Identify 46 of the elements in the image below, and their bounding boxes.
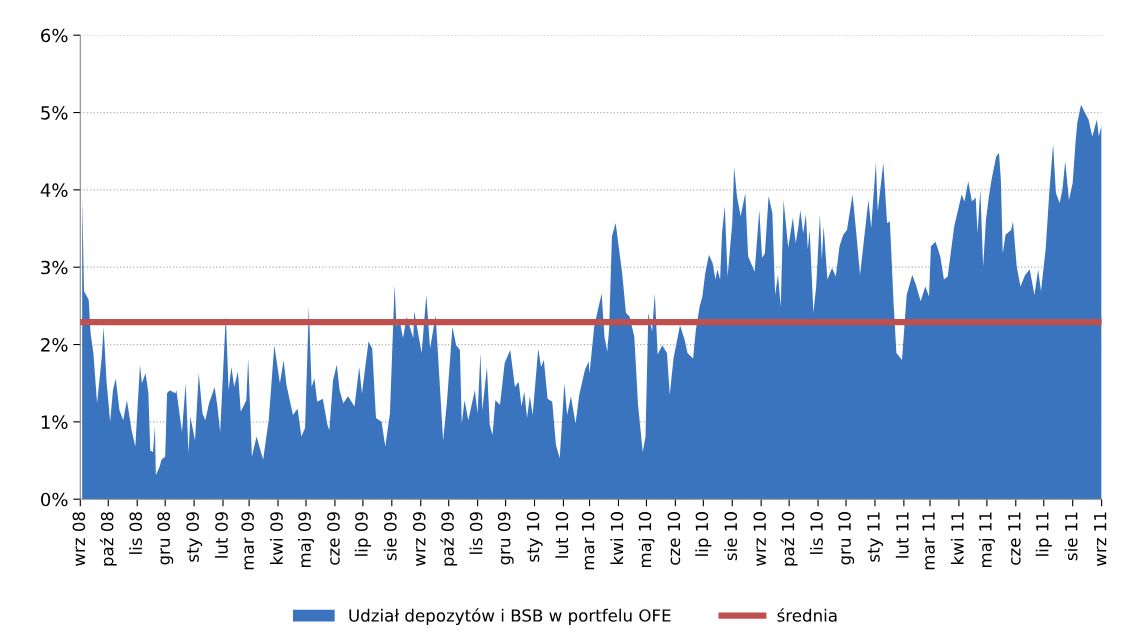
x-tick-label: sty 11 (867, 512, 884, 562)
x-tick-label: sie 10 (724, 512, 738, 561)
y-tick-label: 1% (41, 415, 68, 429)
x-tick-label: lut 11 (895, 512, 909, 558)
y-tick-label: 4% (40, 183, 68, 197)
x-tick-label: sie 09 (383, 512, 397, 561)
x-tick-label: sie 11 (1064, 512, 1078, 561)
x-tick-label: sty 09 (186, 512, 203, 562)
x-tick-label: lis 10 (809, 512, 823, 554)
legend-label: Udział depozytów i BSB w portfelu OFE (349, 608, 671, 625)
x-tick-label: paź 09 (440, 512, 458, 566)
x-tick-label: gru 09 (497, 512, 514, 565)
x-tick-label: wrz 09 (412, 512, 426, 567)
y-tick-label: 6% (41, 28, 68, 43)
x-tick-label: wrz 10 (753, 512, 766, 567)
legend-label: średnia (777, 608, 837, 622)
y-tick-label: 5% (41, 105, 68, 120)
x-tick-label: lip 09 (354, 512, 371, 556)
x-tick-label: wrz 11 (1094, 512, 1107, 567)
x-tick-label: lis 09 (469, 512, 483, 554)
x-tick-label: lut 10 (555, 512, 569, 558)
x-tick-label: sty 10 (526, 512, 543, 562)
x-tick-label: cze 10 (667, 512, 681, 565)
x-tick-label: kwi 09 (269, 512, 283, 564)
x-tick-label: paź 08 (99, 512, 117, 566)
x-tick-label: mar 09 (241, 512, 254, 570)
y-tick-label: 2% (41, 337, 68, 352)
x-tick-label: kwi 10 (610, 512, 624, 564)
x-tick-label: wrz 08 (72, 512, 86, 567)
x-tick-label: mar 11 (922, 512, 935, 570)
x-tick-label: cze 09 (327, 512, 340, 565)
x-tick-label: cze 11 (1008, 512, 1021, 565)
x-tick-label: lut 09 (214, 512, 228, 558)
x-tick-label: lip 10 (695, 512, 712, 556)
x-tick-label: kwi 11 (950, 512, 964, 564)
x-tick-label: gru 08 (157, 512, 174, 565)
x-tick-label: maj 11 (978, 512, 995, 568)
x-tick-label: gru 10 (838, 512, 855, 565)
x-tick-label: lip 11 (1035, 512, 1052, 556)
y-tick-label: 3% (41, 260, 68, 275)
y-tick-label: 0% (41, 492, 68, 507)
x-tick-label: maj 09 (297, 512, 315, 568)
x-tick-label: paź 10 (780, 512, 798, 566)
x-tick-label: maj 10 (638, 512, 655, 568)
x-tick-label: lis 08 (129, 512, 143, 554)
x-tick-label: mar 10 (581, 512, 595, 570)
